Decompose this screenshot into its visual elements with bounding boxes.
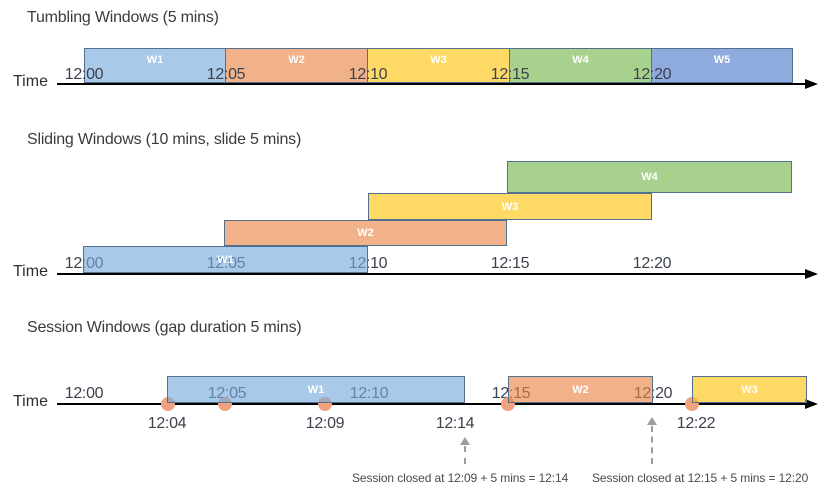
tumbling-title: Tumbling Windows (5 mins): [27, 9, 219, 26]
window-label: W4: [641, 171, 658, 183]
tumbling-axis-line: [57, 83, 811, 85]
tumbling-window-3: W3: [367, 48, 510, 83]
dashed-arrow-stem: [651, 426, 653, 464]
sliding-axis-arrowhead-icon: [805, 269, 818, 279]
session-title: Session Windows (gap duration 5 mins): [27, 319, 302, 336]
session-time-axis-label: Time: [13, 393, 48, 410]
tumbling-window-4: W4: [509, 48, 652, 83]
window-label: W3: [501, 200, 519, 213]
tumbling-time-axis-label: Time: [13, 73, 48, 90]
session-axis-arrowhead-icon: [805, 399, 818, 409]
window-label: W1: [146, 54, 164, 66]
window-label: W2: [288, 54, 305, 66]
window-label: W4: [572, 54, 589, 66]
session-axis-line: [57, 403, 811, 405]
sliding-title: Sliding Windows (10 mins, slide 5 mins): [27, 131, 302, 148]
sliding-window-2: W2: [224, 220, 507, 246]
tick-label: 12:05: [206, 66, 246, 83]
sliding-window-4: W4: [507, 161, 792, 193]
sliding-time-axis-label: Time: [13, 263, 48, 280]
event-time-label: 12:14: [435, 415, 475, 432]
tick-label: 12:15: [490, 66, 530, 83]
tumbling-axis-arrowhead-icon: [805, 79, 818, 89]
tick-label: 12:10: [348, 66, 388, 83]
dashed-arrow-stem: [464, 446, 466, 464]
window-label: W3: [741, 383, 758, 396]
window-label: W2: [357, 227, 374, 239]
window-label: W1: [217, 253, 234, 266]
tumbling-window-2: W2: [225, 48, 368, 83]
tumbling-window-1: W1: [84, 48, 226, 83]
tick-label: 12:20: [632, 66, 672, 83]
tick-label: 12:20: [632, 255, 672, 272]
session-closed-annotation-2: Session closed at 12:15 + 5 mins = 12:20: [592, 471, 809, 485]
session-closed-annotation-1: Session closed at 12:09 + 5 mins = 12:14: [352, 471, 569, 485]
window-label: W2: [572, 383, 589, 396]
sliding-window-3: W3: [368, 193, 652, 220]
event-time-label: 12:04: [147, 415, 187, 432]
event-time-label: 12:22: [676, 415, 716, 432]
window-label: W5: [713, 54, 731, 66]
tick-label: 12:15: [490, 255, 530, 272]
tick-label: 12:00: [64, 66, 104, 83]
event-time-label: 12:09: [305, 415, 345, 432]
tick-label: 12:00: [64, 385, 104, 402]
sliding-window-1: W1: [83, 246, 368, 273]
session-window-1: W1: [167, 376, 465, 403]
tumbling-window-5: W5: [651, 48, 793, 83]
dashed-up-arrowhead-icon: [647, 417, 657, 425]
session-window-2: W2: [508, 376, 653, 403]
session-window-3: W3: [692, 376, 807, 403]
window-label: W3: [430, 54, 447, 66]
sliding-axis-line: [57, 273, 811, 275]
dashed-up-arrowhead-icon: [460, 437, 470, 445]
window-label: W1: [307, 383, 325, 396]
